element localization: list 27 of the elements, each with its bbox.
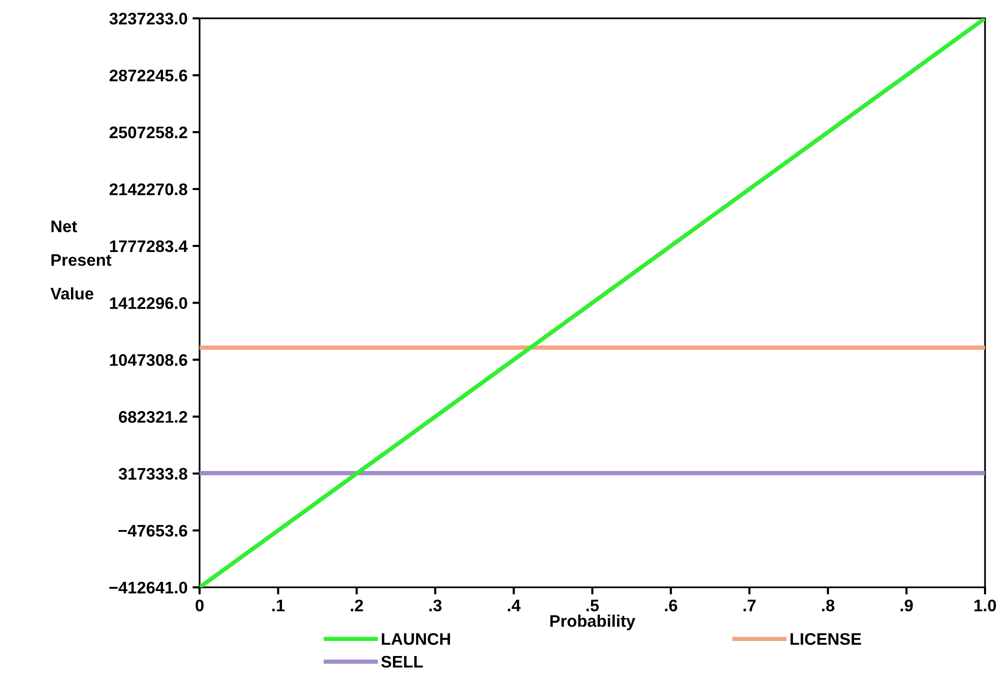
y-tick-label: 317333.8 — [118, 468, 188, 480]
x-tick-label: .2 — [350, 600, 363, 612]
y-tick-label: 1412296.0 — [110, 297, 188, 310]
y-tick-label: −47653.6 — [118, 524, 188, 537]
legend-label: LAUNCH — [382, 633, 450, 645]
x-tick-label: 1.0 — [974, 600, 996, 612]
y-tick-label: 1777283.4 — [110, 240, 188, 252]
y-tick-label: 682321.2 — [118, 411, 188, 423]
y-tick-label: 3237233.0 — [109, 12, 188, 25]
legend-label: LICENSE — [790, 633, 862, 645]
x-tick-label: .4 — [508, 600, 521, 612]
x-tick-label: .1 — [272, 600, 285, 612]
x-tick-label: .8 — [822, 600, 834, 612]
y-tick-label: 2872245.6 — [110, 70, 188, 82]
legend-label: SELL — [381, 656, 423, 668]
y-tick-label: −412641.0 — [109, 582, 188, 594]
x-tick-label: .9 — [900, 600, 913, 612]
x-tick-label: .6 — [665, 600, 678, 612]
x-axis-title: Probability — [550, 614, 636, 630]
x-tick-label: .3 — [429, 600, 442, 612]
x-tick-label: 0 — [196, 600, 204, 612]
y-tick-label: 2507258.2 — [110, 126, 188, 138]
x-tick-label: .7 — [744, 600, 756, 612]
y-tick-label: 2142270.8 — [110, 183, 188, 196]
y-tick-label: 1047308.6 — [110, 354, 188, 366]
x-tick-label: .5 — [586, 600, 599, 612]
text: Net Present Value — [50, 220, 112, 300]
